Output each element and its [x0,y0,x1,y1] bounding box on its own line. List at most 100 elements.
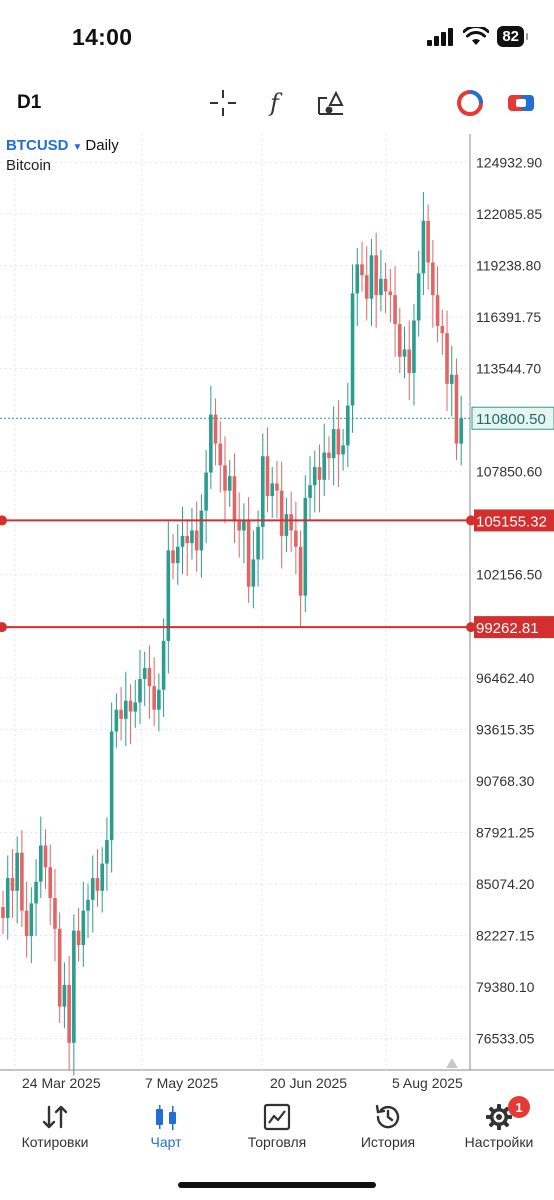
candle-body [397,324,402,357]
candle-body [138,678,142,703]
candle-body [350,293,355,406]
candle-body [90,878,95,900]
candle-body [402,349,407,357]
y-tick-label: 124932.90 [476,154,542,170]
drawing-objects-icon[interactable] [316,88,346,118]
status-time: 14:00 [72,24,133,50]
candle-body [180,535,185,547]
y-tick-label: 96462.40 [476,670,535,686]
candle-body [454,374,459,444]
y-tick-label: 90768.30 [476,773,535,789]
nav-quotes[interactable]: Котировки [0,1100,110,1150]
one-click-trading-icon[interactable] [506,88,536,118]
candle-body [388,291,393,296]
nav-trade[interactable]: Торговля [222,1100,332,1150]
y-tick-label: 102156.50 [476,567,542,583]
candle-body [346,405,350,446]
level-line-handle-right [466,515,476,526]
svg-text:f: f [268,89,283,117]
candle-body [407,349,412,373]
nav-trade-label: Торговля [247,1134,307,1150]
y-tick-label: 119238.80 [476,257,541,273]
candle-body [364,275,369,299]
candle-body [194,530,199,551]
candle-body [242,519,246,531]
nav-settings-label: Настройки [464,1134,534,1150]
candle-body [81,910,86,946]
candle-body [48,867,53,899]
candle-body [38,845,43,882]
trade-chart-icon [263,1103,291,1131]
symbol-name[interactable]: BTCUSD [6,137,69,154]
candle-body [76,930,81,946]
symbol-description: Bitcoin [6,157,52,174]
history-clock-icon [375,1104,400,1129]
scroll-end-triangle-icon [446,1058,458,1068]
candle-body [223,465,227,491]
candle-body [185,535,190,544]
candle-body [275,483,279,491]
candle-body [29,903,34,937]
candlestick-chart-svg[interactable]: 124932.90 122085.85 119238.80 116391.75 1135… [0,134,554,1094]
candle-body [15,852,19,891]
symbol-dropdown-icon[interactable]: ▼ [72,142,83,153]
y-tick-label: 113544.70 [476,361,541,377]
nav-chart[interactable]: Чарт [111,1100,221,1150]
candle-body [209,414,213,473]
candle-body [62,984,67,1007]
candle-body [279,490,284,536]
candle-body [10,878,15,891]
symbol-header[interactable]: BTCUSD ▼ Daily [6,137,119,154]
wifi-icon [463,27,490,45]
candle-body [440,325,445,334]
candle-body [199,510,204,551]
y-tick-label: 93615.35 [476,721,535,737]
candle-body [246,519,251,587]
candle-body [322,452,327,480]
candle-body [5,878,10,918]
nav-settings[interactable]: Настройки [444,1100,554,1150]
nav-quotes-label: Котировки [21,1134,89,1150]
candle-body [232,476,237,522]
candle-body [312,467,317,486]
candle-body [157,689,161,710]
candle-body [445,333,449,384]
y-tick-label: 116391.75 [476,309,541,325]
y-tick-label: 122085.85 [476,206,542,222]
indicators-function-icon[interactable]: f [263,88,293,118]
color-theme-icon[interactable] [455,88,485,118]
settings-notification-badge: 1 [508,1096,530,1118]
chart-period: Daily [85,137,119,154]
candle-body [57,928,62,1007]
candle-body [374,255,378,296]
candle-body [20,852,24,911]
candle-body [166,550,171,641]
candle-body [369,255,374,299]
candle-body [341,445,345,455]
candle-body [53,898,57,929]
candle-body [421,220,426,274]
status-icons: 82 [427,26,528,47]
candle-body [431,262,435,296]
candle-body [435,295,440,326]
nav-history[interactable]: История [333,1100,443,1150]
timeframe-button[interactable]: D1 [17,92,42,113]
y-tick-label: 76533.05 [476,1031,535,1047]
candle-body [114,709,119,732]
level-price-label-bg [474,616,554,639]
quotes-arrows-icon [42,1105,68,1129]
home-indicator [178,1182,376,1188]
nav-chart-label: Чарт [150,1134,182,1150]
settings-gear-icon [486,1104,512,1130]
candle-body [294,530,298,547]
level-line-handle-right [466,622,476,633]
candle-body [119,709,123,719]
candle-body [289,514,293,531]
current-price-label-bg [471,406,554,430]
x-tick-label: 7 May 2025 [145,1075,218,1091]
crosshair-icon[interactable] [208,88,238,118]
price-chart[interactable]: 124932.90 122085.85 119238.80 116391.75 1135… [0,134,554,1094]
candle-body [393,295,397,325]
y-tick-label: 107850.60 [476,464,542,480]
candle-body [105,840,109,864]
